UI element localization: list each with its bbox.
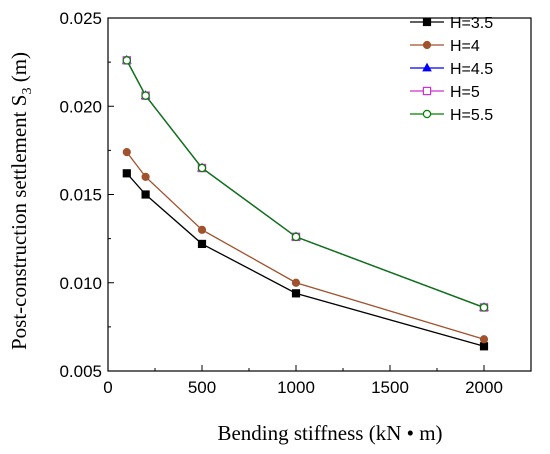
y-tick-label: 0.020 — [59, 97, 102, 116]
series-line — [126, 60, 485, 309]
data-point — [141, 172, 150, 181]
x-tick-label: 1000 — [277, 378, 315, 397]
data-point — [479, 303, 489, 312]
y-tick-label: 0.015 — [59, 186, 102, 205]
data-point — [422, 17, 432, 27]
data-point — [422, 62, 432, 72]
x-axis-label: Bending stiffness (kN • m) — [217, 421, 442, 445]
y-tick-label: 0.005 — [59, 362, 102, 381]
data-point — [141, 91, 150, 100]
legend-item: H=4.5 — [410, 61, 493, 78]
series-h-4 — [122, 148, 489, 344]
data-point — [197, 225, 207, 234]
data-point — [479, 342, 489, 351]
data-point — [291, 278, 301, 287]
series-h-4-5 — [121, 55, 489, 311]
data-point — [422, 40, 432, 50]
series-line — [126, 60, 485, 309]
y-axis-label-main: Post-construction settlement S — [7, 95, 31, 350]
data-point — [122, 169, 131, 178]
legend-item: H=5.5 — [410, 107, 493, 124]
y-axis-label: Post-construction settlement S3 (m) — [7, 52, 35, 350]
legend-item: H=4 — [410, 38, 480, 55]
legend-label: H=4 — [450, 38, 480, 55]
data-point — [141, 190, 150, 199]
series-h-5 — [122, 56, 489, 312]
series-line — [126, 151, 485, 340]
series-h-5-5 — [122, 56, 489, 312]
data-point — [122, 148, 131, 157]
x-tick-label: 1500 — [371, 378, 409, 397]
data-point — [422, 109, 432, 119]
data-point — [422, 86, 432, 96]
y-axis-label-unit: (m) — [7, 52, 31, 88]
data-point — [197, 239, 207, 249]
y-tick-label: 0.025 — [59, 9, 102, 28]
y-axis-label-subscript: 3 — [20, 88, 35, 95]
legend-label: H=4.5 — [450, 61, 493, 78]
data-point — [122, 56, 132, 65]
series-line — [126, 172, 485, 347]
data-point — [479, 335, 489, 344]
data-point — [197, 163, 207, 173]
legend-item: H=3.5 — [410, 15, 493, 32]
legend-label: H=5 — [450, 84, 480, 101]
x-tick-label: 500 — [188, 378, 216, 397]
series-h-3-5 — [122, 169, 489, 351]
series-line — [126, 60, 485, 309]
x-tick-label: 2000 — [465, 378, 503, 397]
legend-item: H=5 — [410, 84, 480, 101]
y-tick-label: 0.010 — [59, 274, 102, 293]
data-point — [291, 289, 301, 298]
x-tick-label: 0 — [103, 378, 112, 397]
legend-label: H=5.5 — [450, 107, 493, 124]
legend-label: H=3.5 — [450, 15, 493, 32]
data-point — [291, 232, 301, 242]
